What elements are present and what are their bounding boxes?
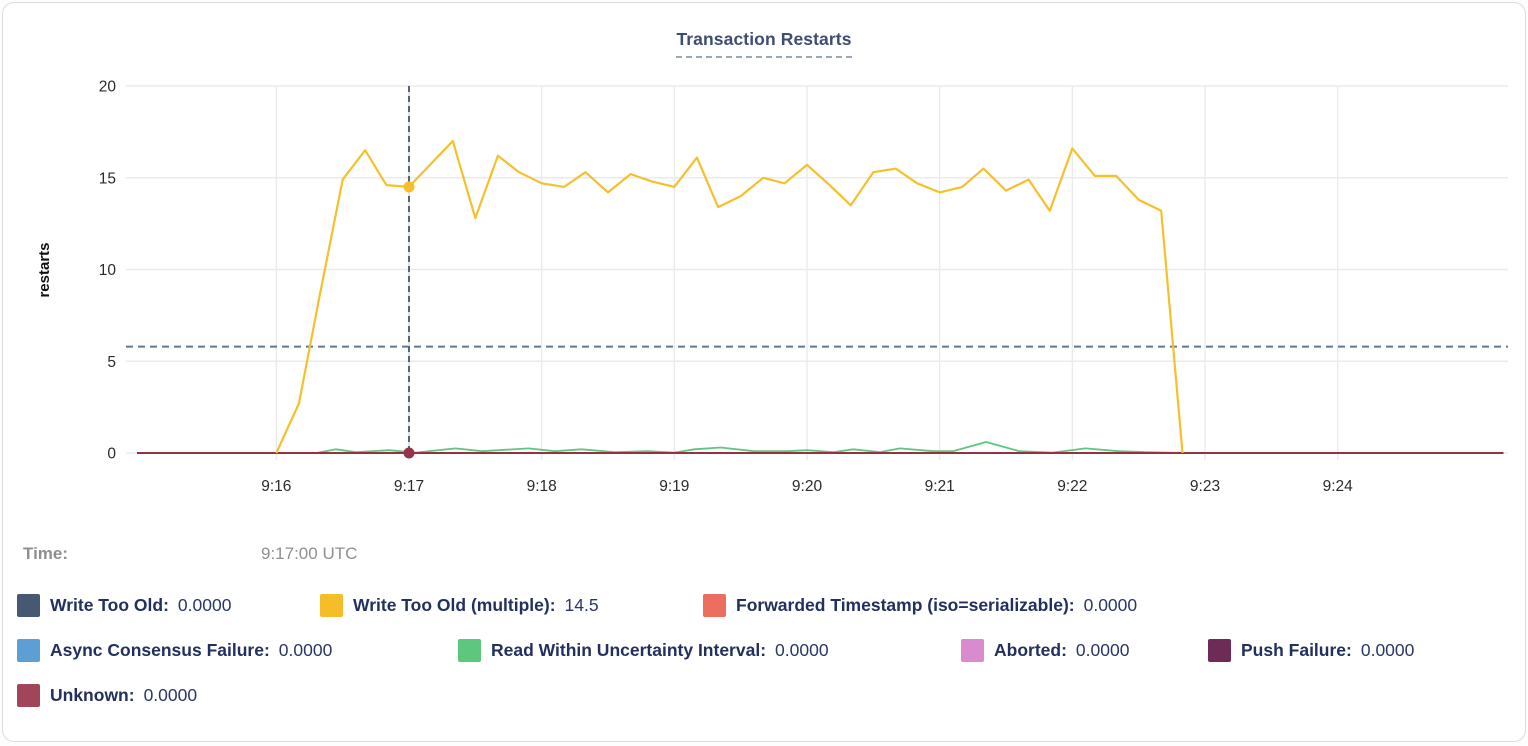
- svg-text:9:20: 9:20: [792, 478, 823, 495]
- legend-item-read-within-uncertainty: Read Within Uncertainty Interval: 0.0000: [458, 638, 961, 662]
- svg-text:0: 0: [107, 446, 116, 463]
- legend-item-label: Push Failure:: [1241, 639, 1352, 660]
- legend-swatch-icon: [961, 638, 984, 662]
- legend-item-value: 0.0000: [278, 639, 333, 660]
- legend-swatch-icon: [458, 638, 481, 662]
- svg-text:9:24: 9:24: [1323, 478, 1354, 495]
- legend-swatch-icon: [17, 683, 40, 707]
- legend-item-write-too-old-multiple: Write Too Old (multiple): 14.5: [320, 593, 703, 617]
- chart-title: Transaction Restarts: [676, 29, 852, 58]
- legend-item-value: 0.0000: [1083, 594, 1138, 615]
- svg-text:9:21: 9:21: [925, 478, 955, 495]
- legend-item-label: Aborted:: [994, 639, 1067, 660]
- legend-item-forwarded-timestamp: Forwarded Timestamp (iso=serializable): …: [703, 593, 1138, 617]
- legend-item-unknown: Unknown: 0.0000: [17, 683, 198, 707]
- legend-row: Write Too Old: 0.0000 Write Too Old (mul…: [17, 592, 1515, 618]
- legend-row: Unknown: 0.0000: [17, 682, 1515, 708]
- transaction-restarts-chart[interactable]: 0 5 10 15 20 9:16 9:17 9:18 9:19 9:20 9:21 9:22 9:23…: [3, 3, 1526, 518]
- legend-item-value: 0.0000: [775, 639, 829, 660]
- legend-swatch-icon: [320, 593, 343, 617]
- legend-item-label: Async Consensus Failure:: [50, 639, 270, 660]
- svg-text:15: 15: [99, 170, 116, 187]
- legend-item-label: Forwarded Timestamp (iso=serializable):: [736, 594, 1075, 615]
- svg-text:9:19: 9:19: [659, 478, 689, 495]
- legend-swatch-icon: [1208, 638, 1231, 662]
- legend-row: Async Consensus Failure: 0.0000 Read Wit…: [17, 637, 1515, 663]
- legend-item-async-consensus-failure: Async Consensus Failure: 0.0000: [17, 638, 458, 662]
- chart-title-wrap: Transaction Restarts: [3, 29, 1525, 58]
- legend-swatch-icon: [17, 593, 40, 617]
- svg-text:5: 5: [107, 354, 116, 371]
- svg-text:9:18: 9:18: [527, 478, 557, 495]
- svg-text:9:17: 9:17: [394, 478, 424, 495]
- svg-text:9:22: 9:22: [1057, 478, 1087, 495]
- legend-item-push-failure: Push Failure: 0.0000: [1208, 638, 1415, 662]
- legend-item-label: Unknown:: [50, 684, 135, 705]
- legend-item-label: Write Too Old (multiple):: [353, 594, 556, 615]
- legend-item-value: 0.0000: [1360, 639, 1415, 660]
- legend-item-label: Read Within Uncertainty Interval:: [491, 639, 767, 660]
- legend-item-write-too-old: Write Too Old: 0.0000: [17, 593, 320, 617]
- svg-text:20: 20: [99, 79, 117, 96]
- legend-swatch-icon: [17, 638, 40, 662]
- legend-item-value: 0.0000: [177, 594, 232, 615]
- svg-text:10: 10: [99, 262, 117, 279]
- legend-item-value: 14.5: [564, 594, 599, 615]
- legend-item-value: 0.0000: [143, 684, 198, 705]
- legend-swatch-icon: [703, 593, 726, 617]
- hover-time-label: Time:: [23, 544, 69, 563]
- hover-time-value: 9:17:00 UTC: [261, 544, 358, 563]
- legend-item-aborted: Aborted: 0.0000: [961, 638, 1208, 662]
- svg-text:9:16: 9:16: [261, 478, 291, 495]
- svg-text:restarts: restarts: [36, 242, 53, 297]
- legend-item-value: 0.0000: [1075, 639, 1130, 660]
- svg-text:9:23: 9:23: [1190, 478, 1220, 495]
- legend-item-label: Write Too Old:: [50, 594, 169, 615]
